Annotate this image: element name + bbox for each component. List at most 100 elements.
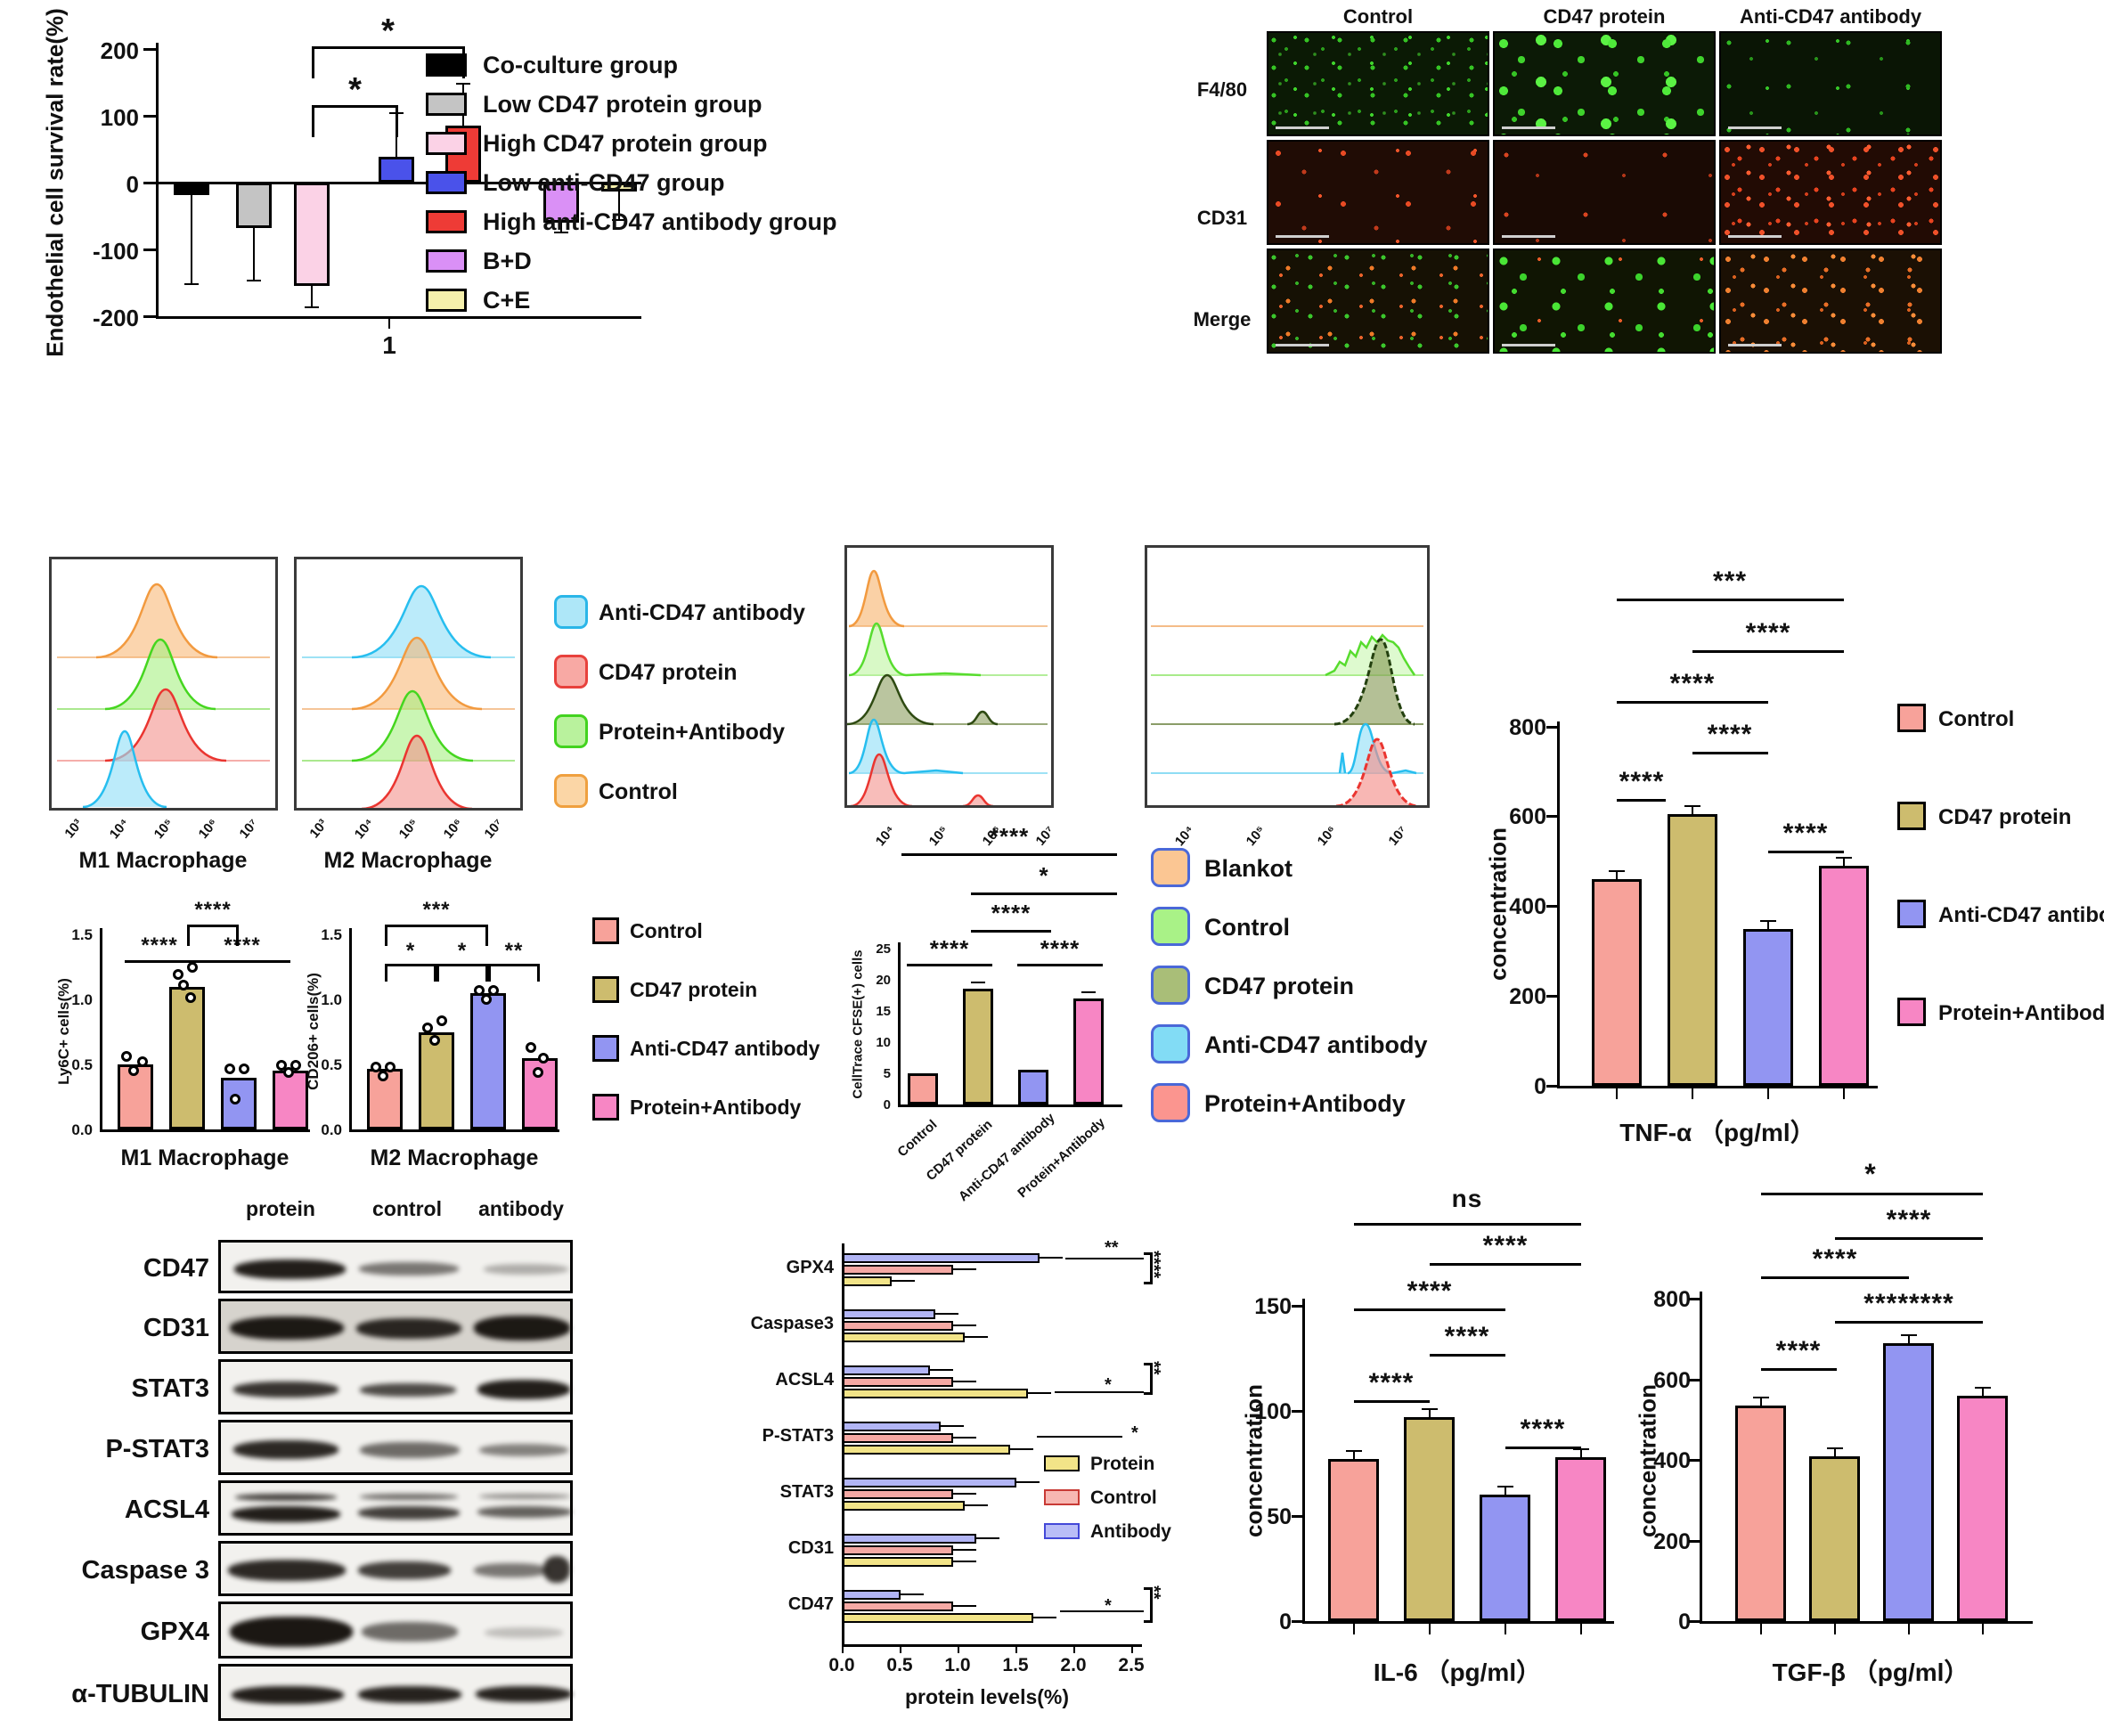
data-point [137, 1056, 148, 1067]
tick-mark [1292, 1410, 1302, 1413]
legend-label: Control [1090, 1487, 1157, 1508]
y-tick: 0 [1678, 1610, 1691, 1634]
y-tick: 600 [1653, 1368, 1691, 1393]
micro-image-cd31-anti [1719, 140, 1942, 245]
wb-band [474, 1316, 570, 1341]
legend-label: B+D [483, 248, 532, 274]
error-cap [1573, 1448, 1589, 1450]
plv-bar-antibody [843, 1590, 901, 1600]
survival-bar-co-culture [174, 183, 209, 195]
tnf-bar-cd47 [1668, 814, 1717, 1086]
legend-swatch [1151, 1083, 1190, 1122]
sig-stars: * [1105, 1375, 1112, 1395]
legend-swatch [1044, 1489, 1080, 1505]
y-axis [156, 43, 159, 319]
tick-mark [1546, 726, 1557, 729]
y-tick: 150 [1254, 1294, 1292, 1319]
error-cap [971, 982, 985, 983]
whisker [953, 1268, 976, 1270]
sig-stars: **** [929, 935, 970, 962]
x-tick: 1.0 [944, 1655, 971, 1675]
legend-swatch [554, 774, 588, 808]
x-tick: 10⁶ [440, 815, 466, 843]
data-point [230, 1094, 241, 1104]
sig-stars: * [1131, 1423, 1138, 1443]
sig-line [1835, 1237, 1983, 1240]
wb-blot-acsl4 [218, 1480, 573, 1536]
sig-line [1055, 1391, 1144, 1393]
error-cap [184, 283, 199, 285]
sig-bracket [1144, 1363, 1153, 1395]
sig-stars: * [1864, 1158, 1877, 1190]
ridge-cd47-protein [104, 688, 227, 762]
sig-stars: * [457, 939, 468, 963]
y-tick: 400 [1509, 894, 1546, 919]
y-axis [1557, 721, 1560, 1088]
sig-line [1617, 799, 1666, 802]
sig-line [1354, 1223, 1581, 1226]
tgf-bar-control [1735, 1406, 1786, 1621]
ridge-cd47-protein [361, 734, 473, 811]
data-point [187, 962, 198, 973]
micro-image-f480-control [1267, 31, 1489, 136]
legend-label: Anti-CD47 antibody [599, 600, 805, 625]
wb-band [234, 1259, 346, 1279]
whisker [953, 1549, 976, 1551]
x-tick-mark [958, 1644, 959, 1653]
survival-y-label: Endothelial cell survival rate(%) [41, 8, 69, 357]
sig-line [971, 892, 1117, 895]
legend-label: Control [630, 919, 703, 942]
error-stem [1982, 1389, 1984, 1396]
sig-stars: * [348, 71, 363, 109]
il6-x-label: IL-6 （pg/ml） [1373, 1659, 1542, 1686]
data-point [488, 985, 499, 996]
sig-bracket [385, 925, 488, 946]
whisker [1033, 1617, 1056, 1618]
whisker [930, 1369, 953, 1371]
sig-line [1354, 1400, 1430, 1403]
micro-image-merge-cd47 [1493, 249, 1716, 354]
tick-mark [143, 249, 156, 251]
plv-bar-antibody [843, 1478, 1016, 1487]
data-point [128, 1065, 139, 1076]
x-tick: 10³ [61, 816, 86, 842]
wb-band [477, 1380, 570, 1399]
legend-label: Protein+Antibody [1938, 1001, 2104, 1025]
sig-line [1692, 752, 1768, 754]
legend-label: CD47 protein [630, 978, 758, 1001]
micro-image-cd31-control [1267, 140, 1489, 245]
legend-swatch [426, 53, 467, 77]
y-tick: 100 [100, 104, 139, 131]
y-tick: 25 [876, 941, 891, 957]
wb-blot-tubulin [218, 1664, 573, 1721]
error-cap [456, 83, 470, 85]
y-tick: 100 [1254, 1399, 1292, 1424]
x-tick-mark [1843, 1088, 1845, 1099]
micro-image-cd31-cd47 [1493, 140, 1716, 245]
plv-x-label: protein levels(%) [904, 1685, 1070, 1708]
sig-stars: **** [1669, 669, 1716, 698]
x-tick-mark [1131, 1644, 1133, 1653]
tick-mark [1292, 1515, 1302, 1518]
y-axis [1302, 1299, 1305, 1623]
error-cap [1760, 920, 1776, 922]
error-cap [554, 232, 568, 233]
whisker [953, 1493, 976, 1495]
il6-bar-control [1328, 1459, 1379, 1621]
flow-ridges-cfse-left [846, 569, 1048, 808]
x-tick-mark [900, 1644, 901, 1653]
x-tick: 10⁶ [195, 815, 221, 843]
legend-swatch [426, 249, 467, 273]
m1-bar-pa [273, 1071, 308, 1129]
data-point [538, 1053, 549, 1064]
wb-blot-pstat3 [218, 1420, 573, 1475]
micro-image-f480-anti [1719, 31, 1942, 136]
tick-mark [1546, 905, 1557, 908]
m1-bar-title: M1 Macrophage [120, 1145, 290, 1170]
x-tick: 10⁷ [1032, 823, 1058, 849]
wb-band [484, 1264, 568, 1275]
plv-bar-control [843, 1377, 953, 1387]
sig-stars: **** [1482, 1231, 1529, 1260]
data-point [481, 994, 492, 1005]
sig-bracket [436, 964, 488, 982]
